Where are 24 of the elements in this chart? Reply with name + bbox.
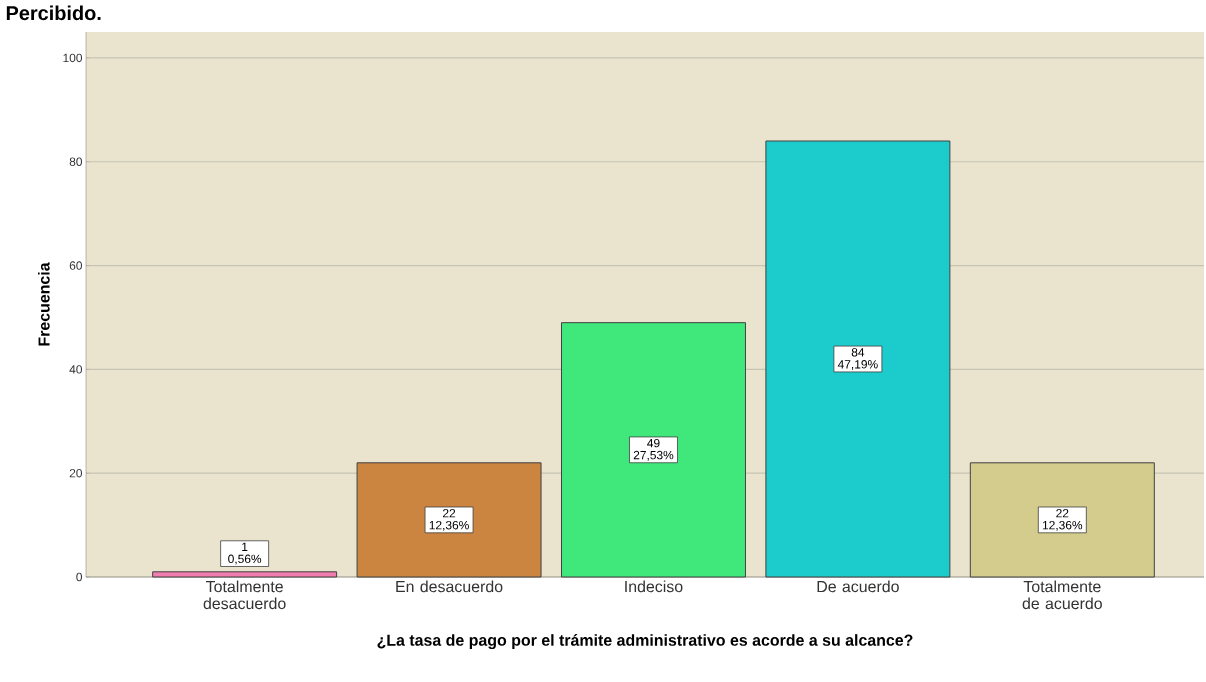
y-tick-label: 60 <box>69 261 83 270</box>
bar <box>356 462 542 578</box>
x-tick-label: Totalmente desacuerdo <box>203 580 286 610</box>
bar <box>152 571 338 578</box>
x-tick-label: De acuerdo <box>817 580 899 593</box>
data-label: 84 47,19% <box>837 348 878 370</box>
bar <box>560 322 746 578</box>
y-tick-label: 80 <box>69 157 83 166</box>
data-label: 1 0,56% <box>228 542 262 565</box>
data-label: 49 27,53% <box>633 438 674 461</box>
y-tick-label: 0 <box>76 572 83 582</box>
y-tick-label: 20 <box>69 468 83 478</box>
data-label: 22 12,36% <box>1042 508 1083 531</box>
bar <box>765 140 951 578</box>
y-tick-label: 100 <box>63 53 83 63</box>
y-axis-title: Frecuencia <box>37 262 50 346</box>
bar <box>969 462 1155 578</box>
x-tick-label: Indeciso <box>625 580 683 593</box>
x-axis-title: ¿La tasa de pago por el trámite administrativo es acorde a su alcance? <box>377 634 913 650</box>
chart-title: Percibido. <box>6 5 101 21</box>
data-label: 22 12,36% <box>429 508 469 531</box>
y-tick-label: 40 <box>69 365 83 374</box>
x-tick-label: Totalmente de acuerdo <box>1022 580 1102 610</box>
x-tick-label: En desacuerdo <box>396 580 503 593</box>
